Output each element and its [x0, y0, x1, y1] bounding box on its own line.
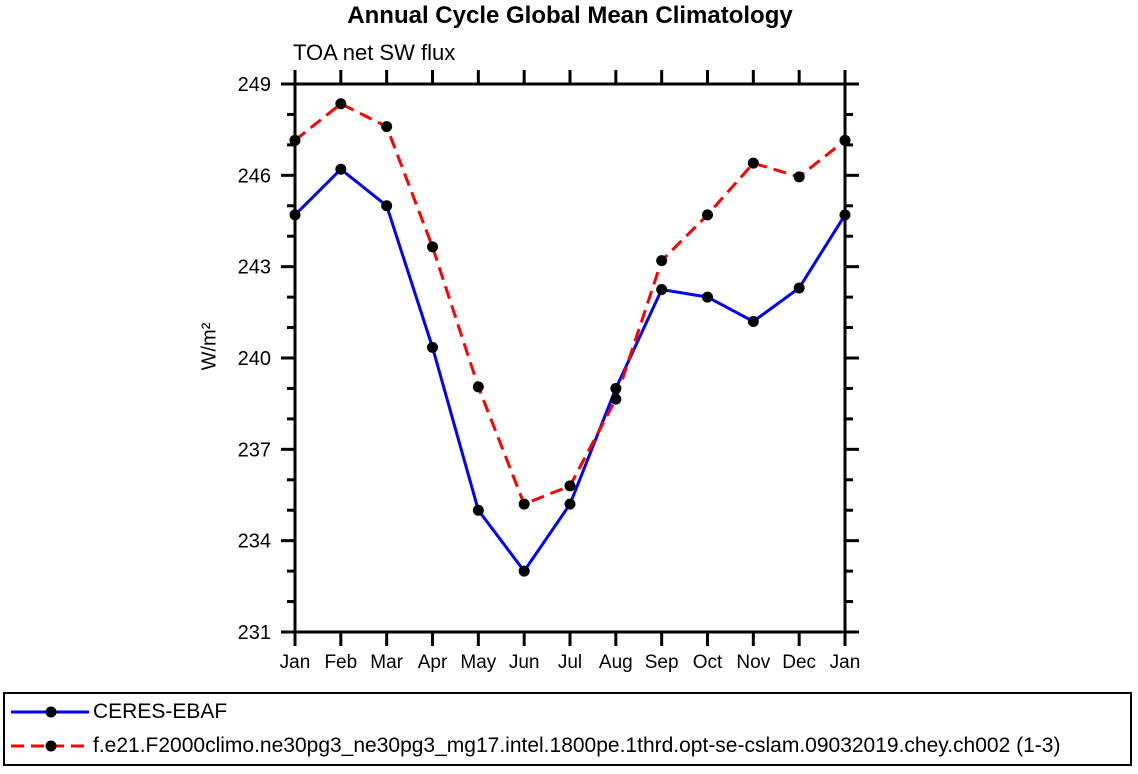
x-tick-label: Apr	[418, 652, 448, 673]
x-tick-label: Feb	[324, 652, 357, 673]
series-line-1	[294, 102, 846, 507]
data-point	[656, 284, 668, 295]
legend-label: CERES-EBAF	[93, 700, 228, 723]
y-tick-label: 243	[238, 257, 271, 279]
chart-title: Annual Cycle Global Mean Climatology	[347, 2, 793, 29]
data-point	[564, 480, 576, 492]
y-tick-label: 237	[238, 439, 271, 461]
data-point	[289, 134, 301, 146]
data-point	[335, 163, 347, 175]
x-tick-label: Mar	[370, 652, 403, 673]
x-tick-label: Sep	[645, 652, 679, 673]
x-tick-label: Dec	[782, 652, 816, 673]
chart-subtitle: TOA net SW flux	[293, 40, 456, 65]
data-point	[610, 393, 622, 405]
y-tick-label: 246	[238, 165, 271, 187]
x-tick-label: Jan	[830, 652, 861, 673]
x-tick-label: Aug	[599, 652, 633, 673]
data-point	[427, 241, 438, 253]
x-tick-label: Jan	[280, 652, 311, 673]
data-point	[793, 282, 805, 294]
legend-label: f.e21.F2000climo.ne30pg3_ne30pg3_mg17.in…	[93, 734, 1061, 757]
y-tick-label: 249	[238, 74, 271, 96]
data-point	[381, 200, 393, 212]
y-tick-label: 231	[238, 622, 271, 644]
data-point	[427, 341, 438, 353]
data-point	[518, 565, 530, 577]
y-tick-label: 234	[238, 531, 271, 553]
data-point	[335, 98, 347, 110]
plot-area: 231 234 237 240 243 246 249 Jan Feb Mar Apr May Jun J…	[238, 70, 861, 673]
series-line-0	[293, 167, 847, 574]
x-tick-label: Jul	[558, 652, 582, 673]
legend-entry-ceres-ebaf: CERES-EBAF	[9, 697, 1130, 727]
legend-marker	[45, 706, 57, 718]
data-point	[839, 134, 851, 146]
data-point	[289, 209, 301, 221]
data-point	[793, 171, 805, 183]
x-tick-label: Oct	[693, 652, 723, 673]
data-point	[610, 382, 622, 394]
data-point	[472, 381, 484, 393]
legend-line-sample-model	[11, 740, 89, 752]
data-point	[564, 498, 576, 510]
x-tick-label: Nov	[736, 652, 770, 673]
data-point	[702, 291, 713, 303]
data-point	[702, 209, 713, 221]
legend-line-sample-ceres	[11, 706, 89, 718]
data-point	[518, 498, 530, 510]
legend: CERES-EBAF f.e21.F2000climo.ne30pg3_ne30…	[3, 692, 1132, 766]
plot-frame	[293, 82, 847, 634]
data-point	[747, 315, 759, 327]
x-tick-label: Jun	[509, 652, 540, 673]
x-tick-label: May	[460, 652, 496, 673]
data-point	[656, 255, 668, 267]
data-point	[472, 504, 484, 516]
data-point	[839, 209, 851, 221]
data-point	[747, 157, 759, 169]
legend-marker	[45, 740, 57, 752]
legend-entry-model: f.e21.F2000climo.ne30pg3_ne30pg3_mg17.in…	[9, 731, 1130, 761]
data-point	[381, 121, 393, 133]
y-tick-label: 240	[238, 348, 271, 370]
